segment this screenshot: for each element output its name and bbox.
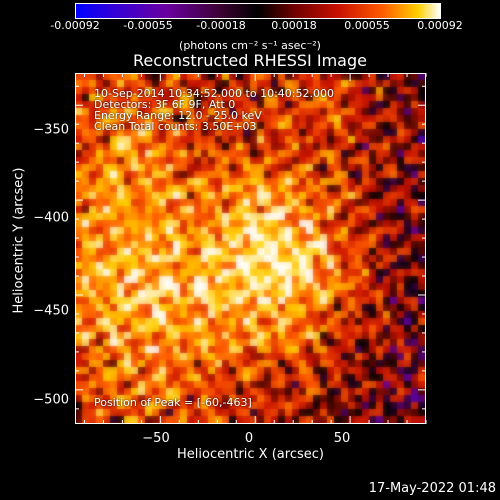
- y-tick-label: −500: [33, 392, 69, 408]
- colorbar-tick-label: 0.00092: [417, 19, 463, 32]
- heatmap-image: [75, 73, 426, 424]
- y-tick-label: −350: [33, 122, 69, 138]
- colorbar-tick-label: -0.00092: [50, 19, 100, 32]
- y-tick-label: −450: [33, 303, 69, 319]
- chart-title: Reconstructed RHESSI Image: [133, 51, 367, 70]
- colorbar: [75, 3, 441, 19]
- plot-area: 10-Sep-2014 10:34:52.000 to 10:40:52.000…: [75, 73, 426, 424]
- annotation-peak-position: Position of Peak = [-60,-463]: [94, 396, 252, 409]
- colorbar-tick-label: 0.00055: [344, 19, 390, 32]
- colorbar-tick-label: -0.00018: [196, 19, 246, 32]
- y-tick-label: −400: [33, 210, 69, 226]
- annotation-detectors: Detectors: 3F 6F 9F, Att 0: [94, 98, 236, 111]
- annotation-energy-range: Energy Range: 12.0 - 25.0 keV: [94, 109, 262, 122]
- timestamp: 17-May-2022 01:48: [368, 481, 496, 496]
- colorbar-unit-label: (photons cm⁻² s⁻¹ asec⁻²): [179, 39, 321, 52]
- y-axis-label: Heliocentric Y (arcsec): [11, 167, 27, 314]
- x-tick-label: 50: [333, 431, 351, 446]
- annotation-total-counts: Clean Total counts: 3.50E+03: [94, 120, 257, 133]
- colorbar-tick-label: 0.00018: [271, 19, 317, 32]
- x-tick-label: 0: [244, 431, 254, 446]
- x-tick-label: −50: [142, 431, 170, 446]
- annotation-time-range: 10-Sep-2014 10:34:52.000 to 10:40:52.000: [94, 87, 334, 100]
- colorbar-tick-label: -0.00055: [123, 19, 173, 32]
- x-axis-label: Heliocentric X (arcsec): [177, 447, 324, 462]
